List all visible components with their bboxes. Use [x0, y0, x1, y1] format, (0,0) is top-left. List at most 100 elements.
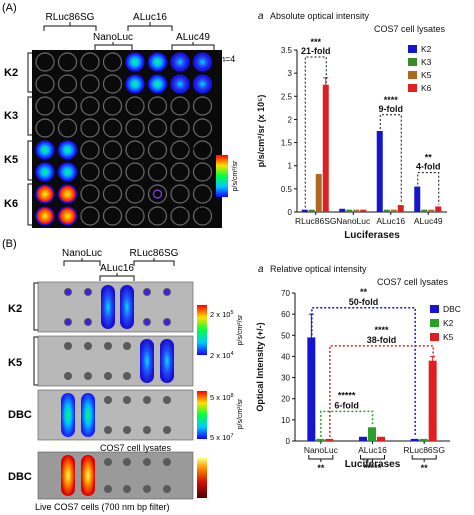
bar-k2 — [368, 427, 376, 441]
well-empty — [192, 140, 213, 160]
legend-swatch — [408, 58, 417, 66]
strip-well — [163, 485, 171, 493]
well-empty — [147, 162, 168, 182]
well-empty — [147, 140, 168, 160]
well-empty — [35, 118, 55, 138]
strip-signal — [120, 285, 134, 329]
fold-bracket — [304, 56, 327, 208]
below-significance: ***** — [364, 463, 382, 473]
strip-well — [163, 426, 171, 434]
strip-well — [163, 458, 171, 466]
x-tick-label: RLuc86SG — [295, 216, 337, 226]
plate-b-label-aluc16: ALuc16 — [100, 263, 134, 274]
strip-well — [123, 372, 131, 380]
y-tick-label: 2 — [288, 115, 293, 124]
y-tick-label: 0 — [288, 208, 293, 217]
row-label-k2: K2 — [4, 67, 18, 79]
well-empty — [192, 162, 213, 182]
colorbar-b2 — [197, 391, 207, 439]
well-empty — [80, 96, 100, 116]
strip-well — [143, 458, 151, 466]
fold-bracket — [417, 172, 440, 205]
well-empty — [102, 118, 123, 138]
well-luminescent-core — [172, 76, 188, 92]
bar-k5 — [428, 360, 437, 441]
bar-k2 — [414, 186, 421, 212]
strip-well — [84, 372, 92, 380]
well-empty — [80, 74, 100, 94]
well-empty — [102, 74, 123, 94]
legend-swatch — [408, 45, 417, 53]
well-empty — [147, 118, 168, 138]
colorbar-a-unit: p/s/cm²/sr — [232, 160, 239, 191]
well-empty — [102, 184, 123, 204]
well-empty — [170, 118, 190, 138]
below-significance: ** — [317, 463, 325, 473]
well-empty — [192, 206, 213, 226]
chart-panel-letter: a — [258, 264, 264, 275]
chart-absolute-intensity: a Absolute optical intensity COS7 cell lys… — [256, 11, 447, 241]
well-luminescent-core — [149, 54, 166, 70]
significance-stars: **** — [384, 95, 399, 105]
legend-swatch — [430, 319, 439, 327]
y-tick-label: 60 — [281, 310, 290, 319]
legend-swatch — [430, 333, 439, 341]
chart-relative-intensity: a Relative optical intensity COS7 cell lys… — [255, 264, 461, 473]
strip-dim-signal — [85, 319, 91, 325]
fold-label: 4-fold — [416, 162, 441, 172]
row-brackets-b — [33, 282, 38, 386]
well-empty — [170, 184, 190, 204]
well-luminescent-core — [149, 76, 166, 92]
row-b-label-k2: K2 — [8, 303, 22, 315]
legend-label: K6 — [421, 83, 432, 93]
colorbar-a-min: 5 x 104 — [185, 203, 209, 212]
legend-label: K5 — [421, 70, 432, 80]
row-b-label-dbc: DBC — [8, 409, 32, 421]
x-axis-label: Luciferases — [345, 459, 401, 470]
strip-well — [104, 342, 112, 350]
well-empty — [147, 96, 168, 116]
strip-dim-signal — [144, 289, 150, 295]
bar-k6 — [435, 206, 442, 212]
x-tick-label: NanoLuc — [336, 216, 371, 226]
fold-bracket — [379, 114, 402, 204]
colorbar-b2-unit: p/s/cm²/sr — [237, 398, 244, 429]
y-tick-label: 70 — [281, 289, 290, 298]
well-empty — [57, 96, 78, 116]
bar-k2 — [316, 438, 325, 441]
panel-b-label: (B) — [2, 238, 17, 250]
strip-well — [104, 372, 112, 380]
strip-well — [104, 426, 112, 434]
y-tick-label: 1.5 — [281, 139, 293, 148]
well-empty — [125, 140, 145, 160]
well-empty — [125, 184, 145, 204]
fold-label: 21-fold — [301, 46, 331, 56]
fold-label: 9-fold — [379, 104, 404, 114]
bar-k5 — [353, 209, 360, 212]
well-empty — [102, 162, 123, 182]
legend-label: K3 — [421, 57, 432, 67]
strip-signal — [140, 339, 154, 383]
well-empty — [57, 118, 78, 138]
row-brackets-a — [27, 52, 32, 226]
well-empty — [192, 96, 213, 116]
x-tick-label: ALuc16 — [376, 216, 405, 226]
bar-k3 — [421, 209, 428, 212]
well-luminescent-core — [127, 76, 143, 92]
well-empty — [125, 96, 145, 116]
well-empty — [147, 184, 168, 204]
well-empty — [192, 118, 213, 138]
well-empty — [57, 74, 78, 94]
strip-well — [123, 396, 131, 404]
strip-dim-signal — [164, 289, 170, 295]
well-empty — [80, 52, 100, 72]
y-tick-label: 2.5 — [281, 92, 293, 101]
strip-dim-signal — [65, 319, 71, 325]
strip-well — [64, 342, 72, 350]
well-empty — [80, 140, 100, 160]
well-empty — [80, 118, 100, 138]
bar-k5 — [377, 436, 385, 441]
bar-k3 — [383, 209, 390, 212]
well-empty — [102, 52, 123, 72]
plate-b-label-rluc86sg: RLuc86SG — [130, 248, 179, 259]
